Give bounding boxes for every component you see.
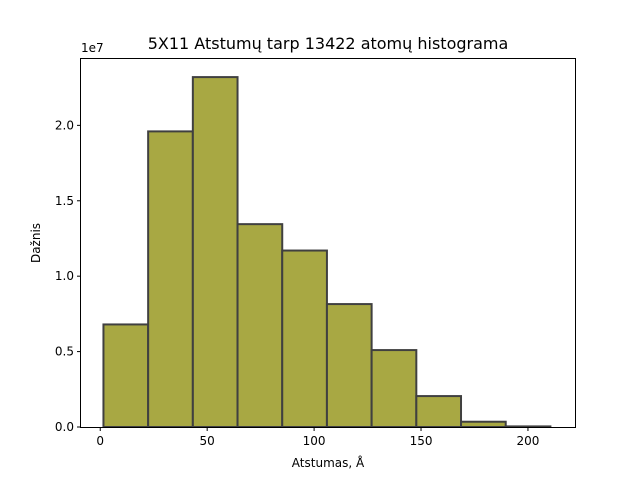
- y-axis-ticks: 0.0 0.5 1.0 1.5 2.0: [55, 118, 81, 434]
- histogram-bar-6: [325, 303, 373, 428]
- chart-title: 5X11 Atstumų tarp 13422 atomų histograma: [148, 34, 509, 53]
- x-tick-label: 50: [200, 434, 215, 448]
- y-axis-multiplier: 1e7: [81, 41, 104, 55]
- y-tick-label: 0.5: [55, 345, 74, 359]
- x-axis-label: Atstumas, Å: [292, 455, 365, 470]
- x-tick-label: 0: [96, 434, 104, 448]
- y-tick-label: 2.0: [55, 118, 74, 132]
- histogram-bar-7: [370, 349, 418, 428]
- x-tick-label: 200: [516, 434, 539, 448]
- y-tick-label: 1.5: [55, 194, 74, 208]
- x-tick-label: 100: [303, 434, 326, 448]
- y-tick-label: 1.0: [55, 269, 74, 283]
- histogram-bar-9: [460, 420, 507, 429]
- histogram-bar-5: [281, 249, 328, 428]
- histogram-bar-4: [236, 223, 284, 428]
- y-axis-label: Dažnis: [29, 223, 43, 263]
- histogram-bar-10: [504, 425, 552, 429]
- plot-frame: [80, 58, 576, 428]
- y-tick-label: 0.0: [55, 420, 74, 434]
- histogram-bar-1: [102, 323, 150, 429]
- x-axis-ticks: 0 50 100 150 200: [96, 427, 539, 448]
- histogram-bar-8: [415, 395, 463, 429]
- histogram-bar-2: [147, 130, 194, 429]
- bars-group: [102, 76, 552, 429]
- x-tick-label: 150: [410, 434, 433, 448]
- histogram-bar-3: [191, 76, 239, 428]
